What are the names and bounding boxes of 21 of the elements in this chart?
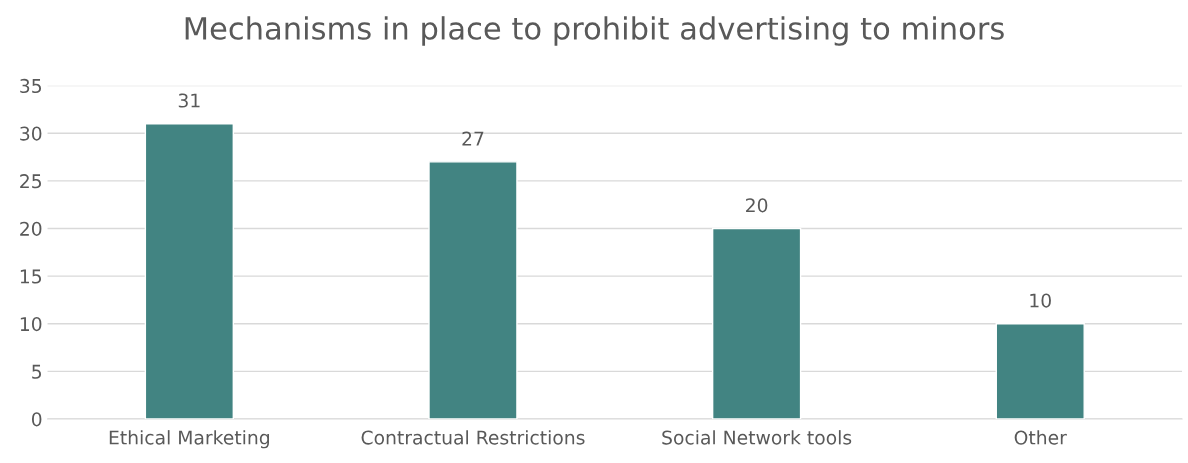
data-label: 20 (746, 198, 768, 213)
data-label: 10 (1030, 293, 1051, 308)
bar (711, 227, 802, 420)
x-tick-label: Other (1014, 430, 1067, 445)
y-tick-label: 30 (20, 126, 42, 141)
y-tick-label: 25 (20, 174, 42, 189)
bar (144, 123, 234, 420)
y-tick-label: 20 (20, 221, 42, 236)
y-tick-label: 35 (20, 78, 42, 94)
x-tick-label: Social Network tools (662, 430, 852, 445)
bar (428, 161, 518, 420)
y-tick-label: 0 (31, 412, 42, 427)
y-tick-label: 15 (20, 269, 42, 284)
data-label: 31 (178, 93, 200, 108)
data-label: 27 (462, 131, 484, 146)
bar (995, 323, 1085, 420)
y-tick-label: 10 (20, 316, 42, 332)
x-tick-label: Ethical Marketing (109, 430, 269, 449)
y-tick-label: 5 (32, 364, 42, 379)
x-tick-label: Contractual Restrictions (361, 430, 585, 445)
chart-title: Mechanisms in place to prohibit advertising to minors (185, 16, 1004, 46)
